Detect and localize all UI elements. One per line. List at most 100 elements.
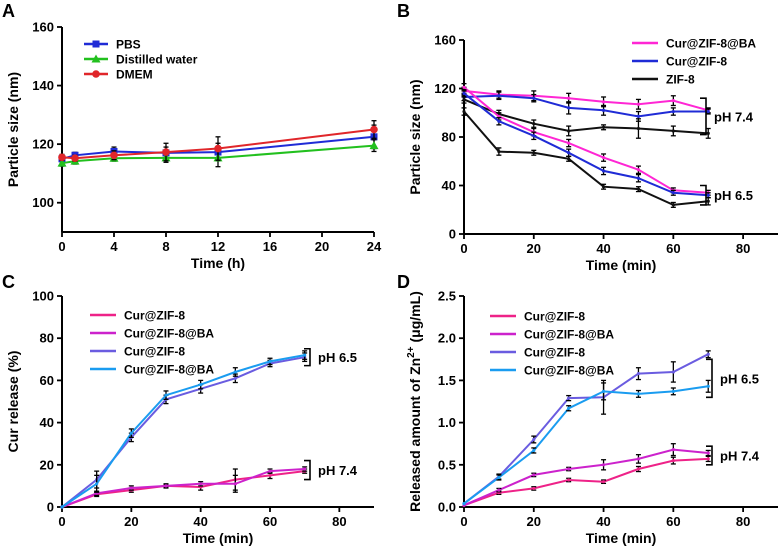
series-line <box>61 470 305 508</box>
data-point <box>129 486 133 490</box>
data-point <box>233 370 237 374</box>
data-point <box>636 392 641 396</box>
data-point <box>636 168 641 172</box>
y-tick-label: 60 <box>40 373 54 388</box>
y-tick-label: 0.0 <box>438 500 456 515</box>
y-tick-label: 0.5 <box>438 457 456 472</box>
y-tick-label: 0 <box>47 500 54 515</box>
ph-bracket: pH 7.4 <box>304 459 358 481</box>
data-point <box>601 100 606 104</box>
legend-label: Cur@ZIF-8@BA <box>124 327 214 341</box>
y-axis-label: Released amount of Zn2+ (μg/mL) <box>406 291 423 512</box>
data-point <box>57 158 67 167</box>
panel-letter: A <box>2 1 15 21</box>
x-tick-label: 20 <box>527 514 541 529</box>
data-point <box>199 383 203 387</box>
series-4 <box>461 89 711 199</box>
data-point <box>671 458 675 463</box>
bracket-label: pH 6.5 <box>318 350 357 365</box>
legend-label: Cur@ZIF-8@BA <box>666 37 756 51</box>
x-axis-label: Time (min) <box>586 530 657 546</box>
series-line <box>463 110 709 206</box>
data-point <box>601 125 606 129</box>
data-point <box>95 482 99 486</box>
data-point <box>601 185 606 189</box>
data-point <box>532 486 536 491</box>
panel-b: B 0 20 40 60 80 0 40 80 120 160 Time (min) Particle … <box>397 1 778 273</box>
series-line <box>463 448 709 507</box>
data-point <box>532 122 536 126</box>
data-point <box>268 359 272 364</box>
data-point <box>462 502 466 506</box>
data-point <box>706 109 710 114</box>
y-tick-label: 160 <box>32 20 54 35</box>
y-axis-label: Particle size (nm) <box>5 72 21 187</box>
y-tick-label: 80 <box>40 331 54 346</box>
data-point <box>58 153 66 162</box>
legend-label: PBS <box>116 38 141 52</box>
y-axis-label-prefix: Released amount of Zn <box>407 358 423 512</box>
data-point <box>532 134 536 138</box>
bracket-line <box>304 347 311 367</box>
x-tick-label: 0 <box>460 241 467 256</box>
data-point <box>601 389 606 393</box>
x-tick-label: 40 <box>596 241 610 256</box>
y-axis-label-suffix: (μg/mL) <box>407 291 423 346</box>
data-point <box>233 376 237 380</box>
data-point <box>567 467 571 471</box>
y-tick-label: 100 <box>32 195 54 210</box>
y-tick-label: 120 <box>32 137 54 152</box>
legend: Cur@ZIF-8 Cur@ZIF-8@BA Cur@ZIF-8 Cur@ZIF-8@… <box>490 310 614 378</box>
data-point <box>532 96 536 100</box>
legend-label: Cur@ZIF-8@BA <box>124 363 214 377</box>
legend-label: Cur@ZIF-8 <box>124 309 185 323</box>
data-point <box>671 99 675 103</box>
data-point <box>671 191 675 195</box>
ph-bracket: pH 6.5 <box>304 347 357 367</box>
y-tick-label: 1.0 <box>438 415 456 430</box>
y-axis-label: Cur release (%) <box>5 351 21 453</box>
x-tick-label: 20 <box>315 239 329 254</box>
series-2 <box>461 95 711 139</box>
data-point <box>671 203 675 207</box>
series-line <box>61 468 305 508</box>
legend-marker <box>92 40 100 48</box>
series-2 <box>58 120 378 162</box>
series-line <box>463 94 709 118</box>
data-point <box>671 109 675 114</box>
series-line <box>463 385 709 505</box>
bracket-label: pH 6.5 <box>714 188 753 203</box>
data-point <box>636 372 641 376</box>
bracket-line <box>700 184 707 206</box>
data-point <box>164 484 168 488</box>
legend-marker <box>91 54 101 63</box>
bracket-label: pH 6.5 <box>720 371 759 386</box>
series-line <box>463 353 709 505</box>
data-point <box>532 473 536 477</box>
data-point <box>497 475 501 480</box>
panel-c: C 0 20 40 60 80 0 20 40 60 80 100 Time (min) Cur rele… <box>2 272 374 546</box>
data-point <box>636 457 641 461</box>
data-point <box>601 169 606 173</box>
legend-label: Cur@ZIF-8 <box>124 345 185 359</box>
data-point <box>497 94 501 98</box>
bracket-label: pH 7.4 <box>714 109 754 124</box>
ph-bracket: pH 6.5 <box>706 358 759 399</box>
data-point <box>129 431 133 435</box>
y-tick-label: 140 <box>32 78 54 93</box>
data-point <box>567 406 571 410</box>
x-tick-label: 24 <box>367 239 382 254</box>
x-tick-label: 60 <box>666 241 680 256</box>
legend: Cur@ZIF-8@BA Cur@ZIF-8 ZIF-8 <box>632 37 756 87</box>
data-point <box>706 131 710 135</box>
data-point <box>497 488 501 492</box>
data-point <box>268 473 272 477</box>
data-point <box>71 154 79 162</box>
data-point <box>706 352 710 356</box>
data-point <box>567 478 571 482</box>
data-point <box>636 114 641 118</box>
x-tick-label: 4 <box>110 239 118 254</box>
series-line <box>61 354 305 508</box>
data-point <box>601 463 606 467</box>
y-tick-label: 20 <box>40 457 54 472</box>
